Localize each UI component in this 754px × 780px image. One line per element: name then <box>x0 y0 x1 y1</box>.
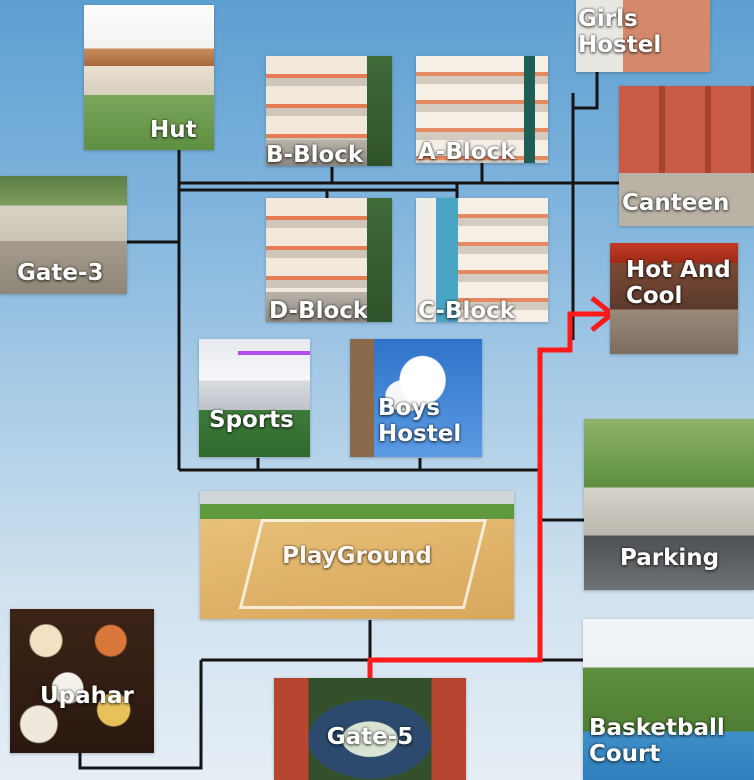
node-label: Hut <box>150 117 197 143</box>
node-label: Girls Hostel <box>578 6 662 59</box>
node-hut[interactable]: Hut <box>84 5 214 150</box>
boys-hostel-photo <box>350 339 482 457</box>
upahar-photo <box>10 609 154 753</box>
node-label: C-Block <box>418 297 516 322</box>
sports-photo <box>199 339 310 457</box>
hut-photo <box>84 5 214 150</box>
node-label: A-Block <box>418 138 516 163</box>
basketball-court-photo <box>583 619 754 780</box>
node-c-block[interactable]: C-Block <box>416 198 548 322</box>
node-canteen[interactable]: Canteen <box>619 86 754 226</box>
node-label: Hot And Cool <box>626 257 731 310</box>
node-a-block[interactable]: A-Block <box>416 56 548 163</box>
a-block-photo <box>416 56 548 163</box>
b-block-photo <box>266 56 392 166</box>
canteen-photo <box>619 86 754 226</box>
node-gate-5[interactable]: Gate-5 <box>274 678 466 780</box>
node-girls-hostel[interactable]: Girls Hostel <box>576 0 710 72</box>
hot-and-cool-photo <box>610 243 738 354</box>
gate-5-photo <box>274 678 466 780</box>
node-label: Gate-3 <box>17 260 104 286</box>
node-d-block[interactable]: D-Block <box>266 198 392 322</box>
node-label: B-Block <box>266 141 364 166</box>
node-parking[interactable]: Parking <box>584 419 754 590</box>
node-basketball-court[interactable]: Basketball Court <box>583 619 754 780</box>
connector-line <box>573 72 599 110</box>
node-upahar[interactable]: Upahar <box>10 609 154 753</box>
node-b-block[interactable]: B-Block <box>266 56 392 166</box>
node-playground[interactable]: PlayGround <box>200 491 514 619</box>
gate-3-photo <box>0 176 127 294</box>
node-hot-and-cool[interactable]: Hot And Cool <box>610 243 738 354</box>
playground-photo <box>200 491 514 619</box>
node-boys-hostel[interactable]: Boys Hostel <box>350 339 482 457</box>
node-label: Parking <box>620 545 720 571</box>
d-block-photo <box>266 198 392 322</box>
c-block-photo <box>416 198 548 322</box>
node-sports[interactable]: Sports <box>199 339 310 457</box>
node-label: Gate-5 <box>326 724 414 750</box>
node-gate-3[interactable]: Gate-3 <box>0 176 127 294</box>
route-line <box>367 311 608 678</box>
node-label: D-Block <box>269 297 369 322</box>
girls-hostel-photo <box>576 0 710 72</box>
node-label: Basketball Court <box>589 715 725 768</box>
node-label: Canteen <box>622 190 730 216</box>
node-label: Boys Hostel <box>378 395 462 448</box>
connector-line <box>78 660 203 770</box>
node-label: Upahar <box>40 683 134 709</box>
node-label: Sports <box>209 407 294 433</box>
node-label: PlayGround <box>282 543 432 569</box>
parking-photo <box>584 419 754 590</box>
